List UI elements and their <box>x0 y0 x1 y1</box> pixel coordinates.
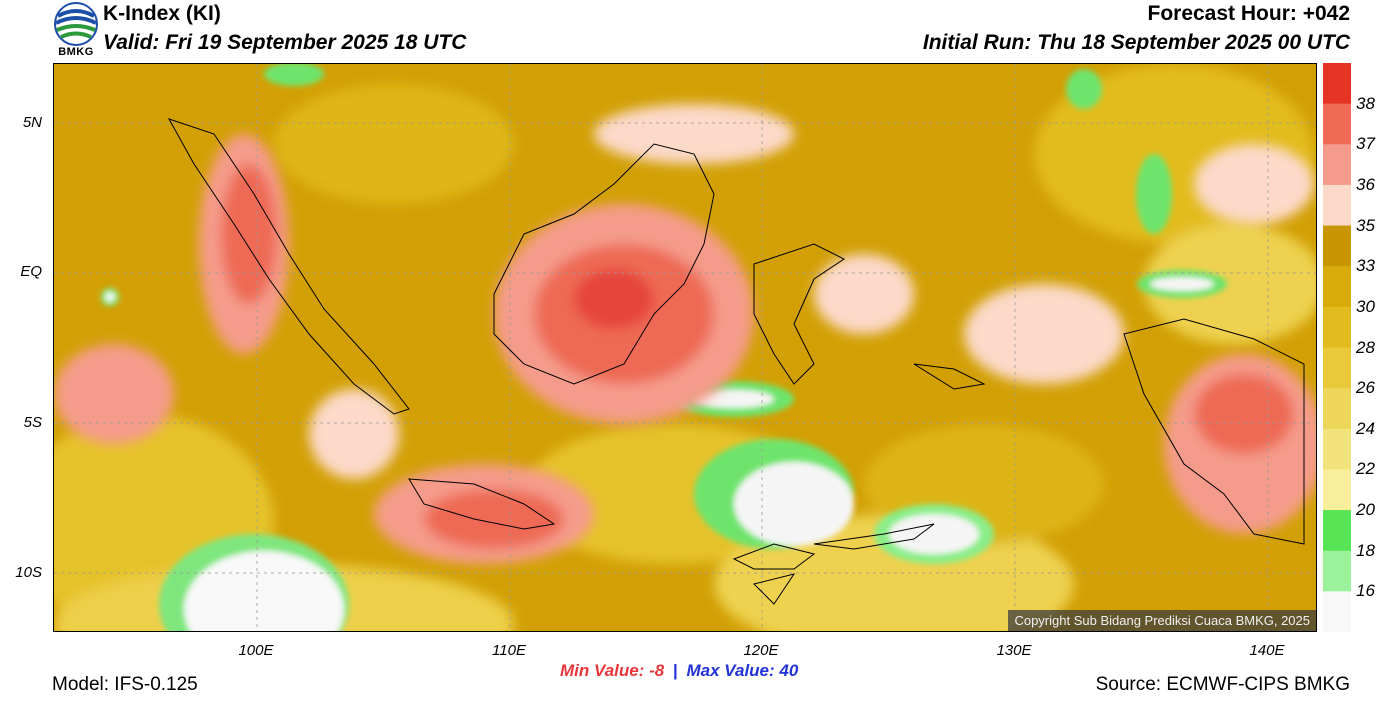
colorbar-swatch <box>1323 550 1351 592</box>
separator: | <box>672 661 678 680</box>
min-value: -8 <box>649 661 665 680</box>
chart-title: K-Index (KI) <box>103 2 221 25</box>
colorbar-swatch <box>1323 347 1351 389</box>
colorbar-label: 26 <box>1356 378 1375 398</box>
colorbar-swatch <box>1323 63 1351 105</box>
colorbar-swatch <box>1323 306 1351 348</box>
max-label: Max Value: <box>686 661 775 680</box>
colorbar-swatch <box>1323 184 1351 227</box>
lat-label-10s: 10S <box>15 564 42 581</box>
forecast-hour: Forecast Hour: +042 <box>1147 2 1351 25</box>
min-label: Min Value: <box>560 661 645 680</box>
colorbar-label: 30 <box>1356 296 1375 316</box>
colorbar-label: 37 <box>1356 134 1375 154</box>
lon-label-100e: 100E <box>238 642 274 659</box>
colorbar <box>1323 63 1351 633</box>
colorbar-label: 16 <box>1356 581 1375 601</box>
lat-label-5n: 5N <box>22 114 42 131</box>
copyright-notice: Copyright Sub Bidang Prediksi Cuaca BMKG… <box>1008 610 1316 631</box>
colorbar-label: 20 <box>1356 500 1375 520</box>
lon-label-120e: 120E <box>743 642 779 659</box>
model-label: Model: IFS-0.125 <box>52 674 198 695</box>
min-max-values: Min Value: -8 | Max Value: 40 <box>560 661 798 681</box>
colorbar-label: 24 <box>1356 418 1375 438</box>
lat-label-5s: 5S <box>23 414 42 431</box>
colorbar-label: 22 <box>1356 459 1375 479</box>
colorbar-swatch <box>1323 144 1351 186</box>
lon-label-140e: 140E <box>1249 642 1285 659</box>
max-value: 40 <box>779 661 799 680</box>
colorbar-label: 35 <box>1356 215 1375 235</box>
colorbar-label: 28 <box>1356 337 1375 357</box>
k-index-map <box>53 63 1317 632</box>
colorbar-label: 18 <box>1356 540 1375 560</box>
colorbar-swatch <box>1323 103 1351 145</box>
colorbar-swatch <box>1323 428 1351 470</box>
colorbar-swatch <box>1323 388 1351 430</box>
colorbar-label: 38 <box>1356 93 1375 113</box>
colorbar-swatch <box>1323 225 1351 267</box>
bmkg-logo-icon <box>52 2 100 60</box>
source-label: Source: ECMWF-CIPS BMKG <box>1095 674 1350 695</box>
lon-label-110e: 110E <box>492 642 526 659</box>
lat-label-eq: EQ <box>20 263 42 280</box>
lon-label-130e: 130E <box>996 642 1032 659</box>
colorbar-swatch <box>1323 469 1351 511</box>
logo-text: BMKG <box>58 46 94 58</box>
colorbar-label: 36 <box>1356 174 1375 194</box>
colorbar-swatch <box>1323 510 1351 552</box>
valid-time: Valid: Fri 19 September 2025 18 UTC <box>103 31 467 54</box>
colorbar-label: 33 <box>1356 256 1375 276</box>
colorbar-swatch <box>1323 591 1351 633</box>
initial-run: Initial Run: Thu 18 September 2025 00 UT… <box>922 31 1350 54</box>
colorbar-swatch <box>1323 266 1351 308</box>
